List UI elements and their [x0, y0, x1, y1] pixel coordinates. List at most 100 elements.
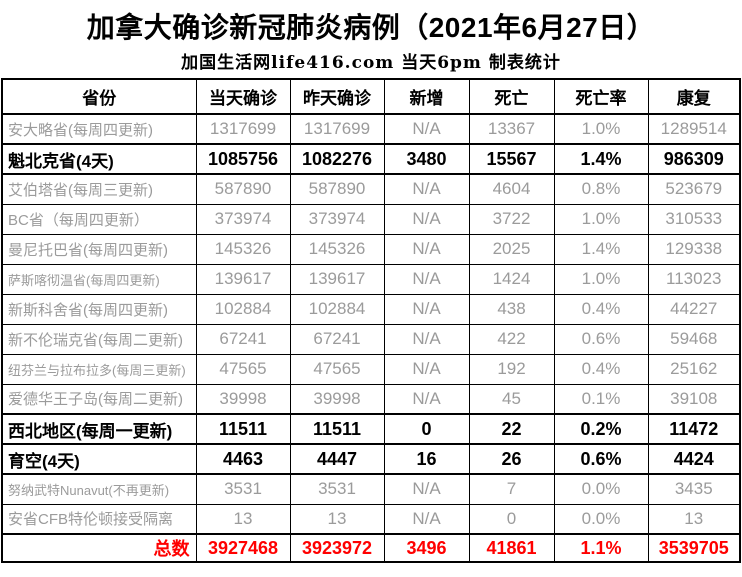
row-label: 新斯科舍省(每周四更新)	[1, 293, 197, 325]
table-row: 萨斯喀彻温省(每周四更新) 139617 139617 N/A 1424 1.0% 1130…	[1, 263, 741, 295]
table-row: 安大略省(每周四更新) 1317699 1317699 N/A 13367 1.0% 128…	[1, 113, 741, 145]
data-cell: 0	[468, 503, 555, 535]
data-cell: N/A	[383, 203, 470, 235]
row-label: 曼尼托巴省(每周四更新)	[1, 233, 197, 265]
data-cell: N/A	[383, 233, 470, 265]
row-label: 安省CFB特伦顿接受隔离	[1, 503, 197, 535]
data-cell: 13	[647, 503, 741, 535]
data-cell: 523679	[647, 173, 741, 205]
data-cell: 15567	[468, 143, 555, 175]
data-cell: 3531	[195, 473, 291, 505]
data-cell: 4447	[289, 443, 385, 475]
data-cell: 2025	[468, 233, 555, 265]
data-cell: N/A	[383, 383, 470, 415]
data-cell: 1289514	[647, 113, 741, 145]
data-cell: 0.6%	[553, 323, 649, 355]
data-cell: 4424	[647, 443, 741, 475]
row-label: 爱德华王子岛(每周二更新)	[1, 383, 197, 415]
data-cell: 3435	[647, 473, 741, 505]
table-row: 艾伯塔省(每周三更新) 587890 587890 N/A 4604 0.8% 523679	[1, 173, 741, 205]
table-header-row: 省份 当天确诊 昨天确诊 新增 死亡 死亡率 康复	[1, 78, 741, 115]
data-cell: 11511	[289, 413, 385, 445]
row-label: 西北地区(每周一更新)	[1, 413, 197, 445]
data-cell: N/A	[383, 263, 470, 295]
row-label: 艾伯塔省(每周三更新)	[1, 173, 197, 205]
data-cell: 13367	[468, 113, 555, 145]
data-cell: 1317699	[195, 113, 291, 145]
data-cell: 102884	[195, 293, 291, 325]
column-header-7: 康复	[647, 78, 741, 115]
data-cell: 67241	[289, 323, 385, 355]
table-row: 努纳武特Nunavut(不再更新) 3531 3531 N/A 7 0.0% 3435	[1, 473, 741, 505]
table-row: 新不伦瑞克省(每周二更新) 67241 67241 N/A 422 0.6% 59468	[1, 323, 741, 355]
data-cell: 16	[383, 443, 470, 475]
data-cell: 145326	[289, 233, 385, 265]
data-cell: 39998	[289, 383, 385, 415]
data-cell: 1082276	[289, 143, 385, 175]
data-cell: 373974	[289, 203, 385, 235]
data-cell: 192	[468, 353, 555, 385]
table-row: 纽芬兰与拉布拉多(每周三更新) 47565 47565 N/A 192 0.4% 25162	[1, 353, 741, 385]
data-cell: N/A	[383, 173, 470, 205]
data-cell: 0.4%	[553, 293, 649, 325]
column-header-2: 当天确诊	[195, 78, 291, 115]
table-body: 安大略省(每周四更新) 1317699 1317699 N/A 13367 1.0% 128…	[1, 113, 741, 563]
data-cell: 39998	[195, 383, 291, 415]
data-cell: 47565	[195, 353, 291, 385]
table-row: 曼尼托巴省(每周四更新) 145326 145326 N/A 2025 1.4% 12933…	[1, 233, 741, 265]
data-cell: 0.8%	[553, 173, 649, 205]
data-cell: 1317699	[289, 113, 385, 145]
data-cell: 22	[468, 413, 555, 445]
data-cell: 139617	[195, 263, 291, 295]
data-cell: 0.0%	[553, 503, 649, 535]
data-cell: 3539705	[647, 533, 741, 563]
data-cell: 3927468	[195, 533, 291, 563]
data-cell: 3531	[289, 473, 385, 505]
data-cell: 0.1%	[553, 383, 649, 415]
data-cell: 11511	[195, 413, 291, 445]
data-cell: N/A	[383, 473, 470, 505]
data-cell: 0	[383, 413, 470, 445]
data-cell: 587890	[195, 173, 291, 205]
data-cell: 0.4%	[553, 353, 649, 385]
row-label: 新不伦瑞克省(每周二更新)	[1, 323, 197, 355]
data-cell: 422	[468, 323, 555, 355]
data-cell: 1085756	[195, 143, 291, 175]
column-header-1: 省份	[1, 78, 197, 115]
data-cell: 3496	[383, 533, 470, 563]
data-cell: 45	[468, 383, 555, 415]
data-cell: 59468	[647, 323, 741, 355]
row-label: 萨斯喀彻温省(每周四更新)	[1, 263, 197, 295]
row-label: 总数	[1, 533, 197, 563]
data-cell: N/A	[383, 113, 470, 145]
data-cell: 1424	[468, 263, 555, 295]
data-cell: 1.0%	[553, 263, 649, 295]
data-cell: N/A	[383, 353, 470, 385]
row-label: 努纳武特Nunavut(不再更新)	[1, 473, 197, 505]
data-cell: 310533	[647, 203, 741, 235]
data-cell: 4463	[195, 443, 291, 475]
data-cell: 67241	[195, 323, 291, 355]
data-cell: 145326	[195, 233, 291, 265]
column-header-5: 死亡	[468, 78, 555, 115]
data-cell: 3480	[383, 143, 470, 175]
data-cell: 7	[468, 473, 555, 505]
data-cell: 1.1%	[553, 533, 649, 563]
data-cell: 0.6%	[553, 443, 649, 475]
data-cell: 1.0%	[553, 203, 649, 235]
data-cell: 13	[195, 503, 291, 535]
data-cell: 129338	[647, 233, 741, 265]
data-cell: 1.4%	[553, 143, 649, 175]
total-row: 总数 3927468 3923972 3496 41861 1.1% 3539705	[1, 533, 741, 563]
column-header-3: 昨天确诊	[289, 78, 385, 115]
data-cell: 438	[468, 293, 555, 325]
data-cell: 0.2%	[553, 413, 649, 445]
table-row: 安省CFB特伦顿接受隔离 13 13 N/A 0 0.0% 13	[1, 503, 741, 535]
data-cell: 47565	[289, 353, 385, 385]
data-cell: 986309	[647, 143, 741, 175]
table-row: 爱德华王子岛(每周二更新) 39998 39998 N/A 45 0.1% 39108	[1, 383, 741, 415]
data-cell: 113023	[647, 263, 741, 295]
table-row: 新斯科舍省(每周四更新) 102884 102884 N/A 438 0.4% 44227	[1, 293, 741, 325]
row-label: 育空(4天)	[1, 443, 197, 475]
row-label: 纽芬兰与拉布拉多(每周三更新)	[1, 353, 197, 385]
